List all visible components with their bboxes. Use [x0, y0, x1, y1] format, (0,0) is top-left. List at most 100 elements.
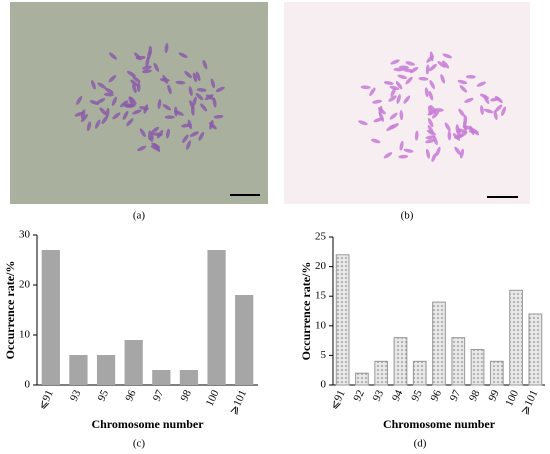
chromosome	[425, 135, 436, 140]
chromosome	[111, 96, 117, 106]
chromosome	[108, 52, 117, 60]
chromosome	[148, 45, 153, 56]
bar	[41, 250, 60, 385]
chromosome	[198, 131, 205, 141]
chromosome	[428, 90, 434, 101]
chromosome	[108, 75, 117, 83]
chromosome	[126, 103, 136, 108]
chromosome	[442, 53, 452, 59]
bar	[412, 360, 427, 386]
chromosome	[429, 104, 437, 114]
chromosome	[186, 140, 191, 150]
x-tick-label: 96	[123, 388, 139, 403]
chromosome	[403, 95, 411, 104]
chromosome	[167, 84, 172, 95]
chromosome	[91, 80, 96, 90]
chromosome	[141, 69, 152, 74]
x-tick-label: 94	[390, 388, 406, 403]
chromosomes-b	[358, 51, 507, 162]
x-tick-label: 93	[68, 388, 84, 403]
panel-label: (d)	[414, 438, 427, 450]
chromosome	[178, 52, 188, 58]
chromosome	[139, 128, 146, 138]
chromosome	[162, 74, 169, 84]
chromosome	[139, 106, 149, 111]
chromosome	[433, 108, 444, 112]
x-tick-label: 100	[503, 388, 521, 408]
chromosome	[370, 138, 381, 144]
chromosome	[425, 139, 435, 144]
chromosome	[101, 115, 109, 125]
chromosome	[386, 124, 395, 132]
chromosome	[425, 64, 430, 75]
chromosome	[424, 87, 429, 98]
x-tick-label: 96	[428, 388, 444, 403]
chromosome	[128, 96, 134, 106]
bar	[528, 313, 543, 386]
chromosome	[457, 79, 468, 85]
chromosome	[390, 87, 396, 98]
chromosome	[74, 111, 85, 117]
bar	[470, 348, 485, 386]
chromosome	[493, 110, 498, 121]
chromosome	[174, 110, 184, 116]
chromosome	[398, 154, 409, 159]
chromosome	[468, 129, 479, 134]
x-tick-label: 95	[409, 388, 425, 403]
chromosome	[126, 118, 134, 127]
chromosome	[405, 76, 413, 85]
chromosome	[360, 85, 371, 90]
micrograph-a	[10, 2, 268, 204]
bar	[152, 370, 171, 385]
x-tick-label: 97	[448, 388, 464, 403]
chromosome	[358, 120, 368, 126]
bar	[179, 370, 199, 385]
chromosome	[396, 94, 401, 104]
chromosome	[112, 112, 121, 120]
chromosome	[164, 115, 175, 119]
x-tick-label: ⩾101	[519, 388, 541, 416]
bar	[489, 360, 504, 386]
chromosome	[150, 126, 160, 134]
chromosome	[429, 80, 436, 90]
chromosome	[444, 122, 451, 132]
bar	[509, 289, 523, 386]
chromosome	[205, 94, 215, 101]
chromosome	[427, 118, 434, 128]
chromosome	[389, 112, 398, 120]
chromosome	[429, 63, 437, 72]
chromosome	[431, 110, 440, 119]
chromosome	[182, 134, 189, 143]
chromosome	[190, 105, 195, 116]
chromosome	[379, 112, 385, 122]
chromosome	[132, 76, 141, 83]
chromosome	[196, 88, 207, 92]
chromosome	[99, 107, 107, 116]
chromosome	[463, 114, 468, 125]
chromosome	[192, 96, 197, 107]
y-tick-label: 20	[315, 260, 327, 272]
chromosome	[135, 55, 146, 60]
chromosome	[200, 103, 208, 112]
chromosome	[127, 70, 136, 77]
chromosome	[390, 59, 400, 65]
chromosome	[418, 76, 429, 81]
chromosome	[459, 85, 468, 93]
chromosome	[459, 148, 465, 159]
chromosome	[442, 60, 450, 69]
chromosome	[403, 148, 414, 153]
y-tick-label: 10	[19, 329, 31, 341]
chromosomes-a	[74, 43, 225, 152]
bar	[207, 250, 226, 385]
bar	[432, 301, 446, 386]
chromosome	[494, 95, 503, 104]
chromosome	[105, 107, 110, 118]
chromosome	[402, 68, 413, 73]
chromosome	[388, 95, 397, 102]
chromosome	[137, 145, 147, 152]
chromosome	[393, 67, 404, 72]
chromosome	[464, 97, 474, 103]
chromosome	[494, 104, 503, 113]
x-tick-label: ⩾101	[227, 388, 249, 416]
chromosome	[458, 108, 465, 117]
